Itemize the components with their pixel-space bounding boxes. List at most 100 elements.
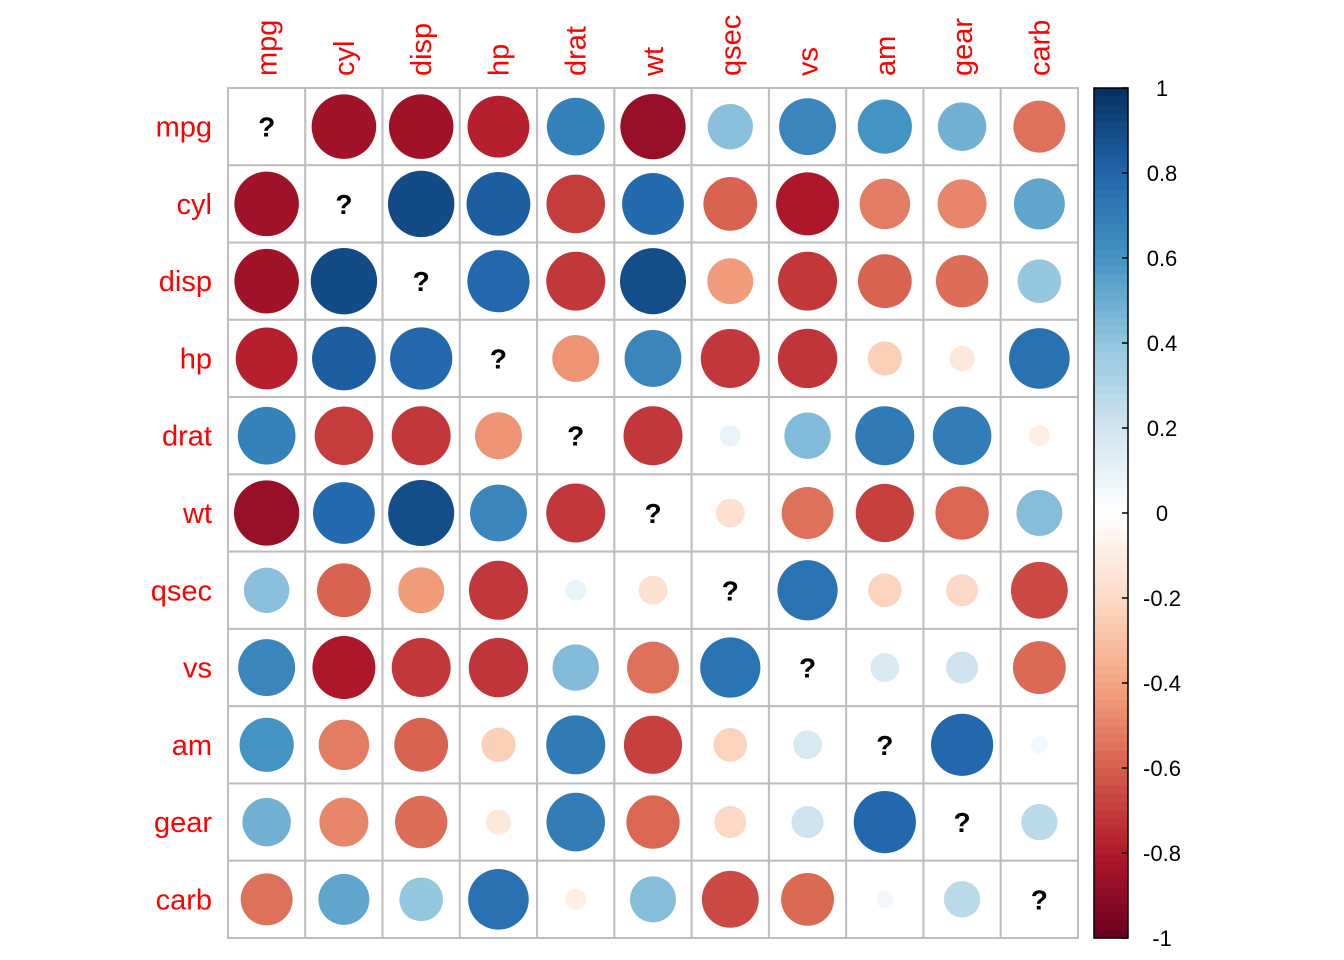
row-label-drat: drat	[162, 421, 212, 453]
correlation-circle-carb-drat	[565, 888, 587, 910]
colorbar-segment	[1094, 402, 1128, 412]
colorbar-segment	[1094, 887, 1128, 897]
column-label-mpg: mpg	[252, 20, 284, 76]
correlation-circle-hp-disp	[390, 327, 453, 390]
correlation-circle-vs-gear	[946, 651, 979, 684]
correlation-circle-wt-vs	[781, 487, 834, 539]
correlation-circle-vs-cyl	[312, 636, 376, 700]
correlation-circle-drat-gear	[932, 406, 992, 466]
correlation-circle-cyl-mpg	[234, 171, 299, 237]
colorbar-tick-label: 1	[1156, 76, 1168, 101]
colorbar-tick-label: -0.6	[1143, 756, 1181, 781]
colorbar-segment	[1094, 717, 1128, 727]
colorbar-segment	[1094, 793, 1128, 803]
na-label: ?	[258, 112, 275, 143]
colorbar-segment	[1094, 283, 1128, 293]
correlation-circle-drat-cyl	[314, 406, 374, 466]
colorbar-segment	[1094, 113, 1128, 123]
colorbar-segment	[1094, 564, 1128, 574]
colorbar-segment	[1094, 734, 1128, 744]
correlation-circle-disp-carb	[1017, 259, 1062, 304]
colorbar-segment	[1094, 708, 1128, 718]
correlation-circle-gear-cyl	[319, 797, 369, 847]
na-label: ?	[490, 343, 507, 374]
colorbar-segment	[1094, 615, 1128, 625]
colorbar-segment	[1094, 751, 1128, 761]
colorbar-segment	[1094, 249, 1128, 259]
correlation-circle-mpg-gear	[937, 102, 987, 151]
colorbar-segment	[1094, 198, 1128, 208]
correlation-circle-am-wt	[623, 715, 683, 774]
correlation-circle-wt-mpg	[233, 480, 300, 546]
correlation-circle-drat-disp	[391, 406, 451, 466]
colorbar-segment	[1094, 487, 1128, 497]
colorbar-segment	[1094, 496, 1128, 506]
colorbar-tick-label: 0.6	[1147, 246, 1178, 271]
correlation-circle-disp-wt	[619, 248, 687, 315]
column-label-qsec: qsec	[715, 15, 747, 76]
correlation-circle-carb-qsec	[701, 870, 759, 928]
colorbar-tick-label: 0.8	[1147, 161, 1178, 186]
colorbar-segment	[1094, 776, 1128, 786]
colorbar-segment	[1094, 785, 1128, 795]
colorbar-segment	[1094, 241, 1128, 251]
colorbar-segment	[1094, 895, 1128, 905]
correlation-circle-vs-wt	[627, 641, 679, 694]
colorbar-segment	[1094, 164, 1128, 174]
correlation-circle-mpg-disp	[388, 94, 454, 159]
grid-cell	[536, 396, 616, 476]
colorbar-segment	[1094, 768, 1128, 778]
correlation-circle-vs-hp	[468, 637, 529, 698]
correlation-circle-gear-vs	[791, 806, 824, 839]
correlation-circle-carb-gear	[943, 881, 981, 918]
correlation-circle-drat-qsec	[719, 425, 741, 447]
correlation-circle-cyl-qsec	[703, 177, 758, 231]
correlation-circle-qsec-gear	[946, 574, 979, 607]
colorbar-segment	[1094, 215, 1128, 225]
correlation-circle-vs-carb	[1012, 641, 1066, 694]
row-label-mpg: mpg	[156, 112, 212, 144]
correlation-circle-qsec-carb	[1010, 561, 1068, 619]
correlation-circle-am-drat	[546, 715, 606, 775]
colorbar-tick-label: -0.4	[1143, 671, 1181, 696]
correlation-circle-drat-carb	[1028, 425, 1050, 447]
correlation-circle-gear-mpg	[242, 797, 291, 847]
correlation-circle-hp-mpg	[235, 327, 298, 390]
colorbar-segment	[1094, 377, 1128, 387]
colorbar-segment	[1094, 224, 1128, 234]
colorbar-segment	[1094, 190, 1128, 200]
colorbar-segment	[1094, 912, 1128, 922]
colorbar-segment	[1094, 317, 1128, 327]
correlation-circle-qsec-drat	[565, 579, 587, 601]
correlation-circle-qsec-mpg	[243, 567, 290, 613]
correlation-circle-wt-carb	[1016, 490, 1063, 536]
correlation-circle-gear-hp	[485, 809, 512, 835]
correlation-circle-drat-wt	[623, 406, 683, 466]
correlation-circle-wt-hp	[470, 484, 527, 542]
grid-cell	[690, 550, 770, 630]
colorbar-segment	[1094, 394, 1128, 404]
colorbar-segment	[1094, 351, 1128, 361]
correlation-circle-am-gear	[930, 713, 994, 776]
correlation-circle-carb-mpg	[240, 873, 293, 926]
correlation-circle-hp-am	[867, 341, 902, 376]
correlation-circle-carb-cyl	[318, 873, 370, 925]
colorbar-segment	[1094, 445, 1128, 455]
correlation-circle-disp-drat	[546, 251, 606, 311]
row-label-gear: gear	[154, 807, 212, 839]
na-label: ?	[335, 189, 352, 220]
row-label-vs: vs	[183, 653, 212, 685]
colorbar-segment	[1094, 309, 1128, 319]
colorbar-segment	[1094, 147, 1128, 157]
colorbar-segment	[1094, 666, 1128, 676]
correlation-circle-carb-am	[876, 890, 894, 908]
colorbar-segment	[1094, 368, 1128, 378]
na-label: ?	[413, 266, 430, 297]
colorbar-segment	[1094, 300, 1128, 310]
correlation-circle-cyl-carb	[1013, 178, 1065, 230]
correlation-circle-mpg-carb	[1013, 100, 1066, 153]
colorbar-segment	[1094, 674, 1128, 684]
correlation-circle-wt-am	[855, 483, 914, 543]
correlation-circle-mpg-hp	[467, 95, 530, 158]
row-label-qsec: qsec	[151, 575, 212, 607]
